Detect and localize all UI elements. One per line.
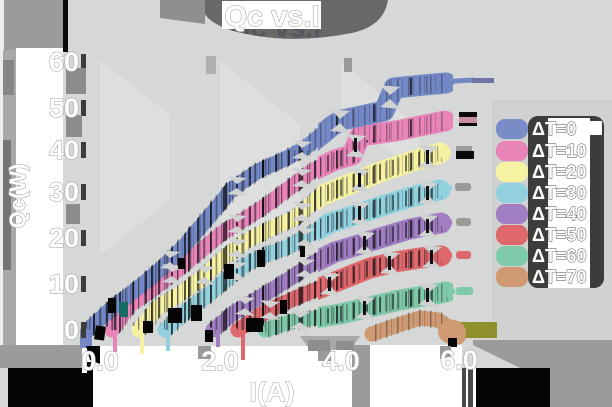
svg-text:10: 10 (49, 269, 79, 299)
svg-text:ΔT=20: ΔT=20 (532, 162, 586, 182)
svg-text:ΔT=40: ΔT=40 (532, 204, 586, 224)
svg-text:4.0: 4.0 (322, 346, 360, 376)
svg-text:0.0: 0.0 (81, 346, 119, 376)
svg-text:Qc(W): Qc(W) (5, 164, 30, 229)
svg-text:ΔT=50: ΔT=50 (532, 225, 586, 245)
svg-text:Qc vs.I: Qc vs.I (224, 1, 319, 33)
svg-text:I(A): I(A) (250, 377, 295, 407)
svg-text:60: 60 (49, 47, 79, 77)
svg-text:ΔT=10: ΔT=10 (532, 141, 586, 161)
svg-text:ΔT=70: ΔT=70 (532, 267, 586, 287)
svg-text:30: 30 (49, 177, 79, 207)
svg-text:2.0: 2.0 (201, 346, 239, 376)
svg-text:40: 40 (49, 135, 79, 165)
svg-text:20: 20 (49, 223, 79, 253)
svg-text:0: 0 (64, 315, 79, 345)
svg-text:50: 50 (49, 93, 79, 123)
svg-text:6.0: 6.0 (440, 345, 478, 375)
svg-text:ΔT=0: ΔT=0 (532, 119, 576, 139)
svg-text:ΔT=60: ΔT=60 (532, 246, 586, 266)
svg-text:ΔT=30: ΔT=30 (532, 183, 586, 203)
